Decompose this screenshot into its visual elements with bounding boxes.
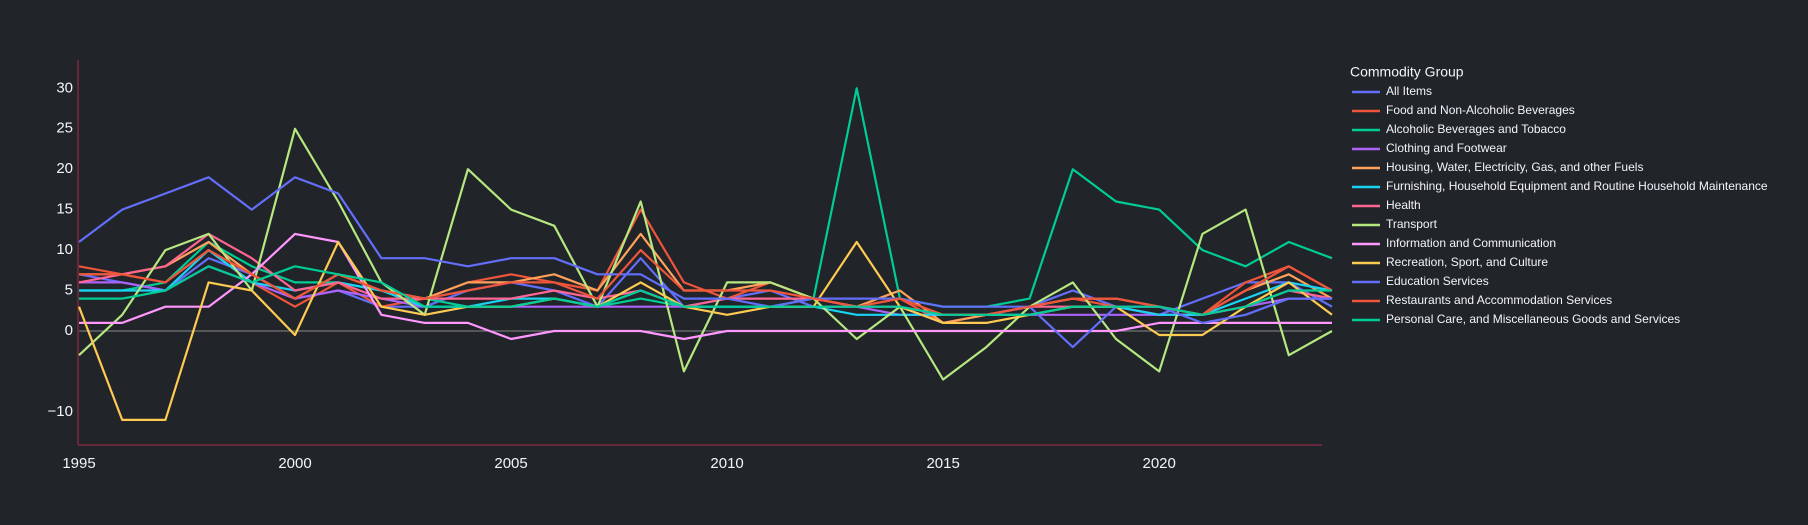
y-tick-label: 15 (56, 201, 73, 218)
y-tick-label: 10 (56, 241, 73, 258)
series-line (79, 265, 1332, 316)
legend-label: Health (1386, 198, 1421, 212)
x-tick-label: 2010 (710, 455, 743, 472)
y-tick-label: 25 (56, 120, 73, 137)
legend-label: Food and Non-Alcoholic Beverages (1386, 103, 1575, 117)
legend-label: Information and Communication (1386, 236, 1556, 250)
x-tick-label: 2020 (1142, 455, 1175, 472)
legend-label: Personal Care, and Miscellaneous Goods a… (1386, 312, 1680, 326)
series-line (77, 240, 1333, 421)
x-tick-label: 2005 (494, 455, 527, 472)
series-line (79, 232, 1333, 324)
series-line (78, 176, 1332, 349)
legend-label: Alcoholic Beverages and Tobacco (1386, 122, 1566, 136)
series-line (78, 127, 1333, 381)
legend-label: Recreation, Sport, and Culture (1386, 255, 1548, 269)
legend-label: Transport (1386, 217, 1438, 231)
y-tick-label: −10 (48, 403, 73, 420)
series-line (78, 232, 1333, 316)
legend-label: Housing, Water, Electricity, Gas, and ot… (1386, 160, 1643, 174)
legend-title: Commodity Group (1350, 64, 1464, 80)
series-line (79, 249, 1333, 316)
y-tick-label: 0 (65, 322, 73, 339)
x-tick-label: 2015 (926, 455, 959, 472)
legend-label: Clothing and Footwear (1386, 141, 1507, 155)
legend-label: Restaurants and Accommodation Services (1386, 293, 1612, 307)
legend-label: Furnishing, Household Equipment and Rout… (1386, 179, 1768, 193)
y-tick-label: 5 (65, 281, 73, 298)
legend-label: Education Services (1386, 274, 1489, 288)
x-tick-label: 1995 (62, 455, 95, 472)
y-tick-label: 20 (56, 160, 73, 177)
series-line (79, 232, 1332, 341)
legend-label: All Items (1386, 84, 1432, 98)
x-tick-label: 2000 (278, 455, 311, 472)
y-tick-label: 30 (56, 79, 73, 96)
